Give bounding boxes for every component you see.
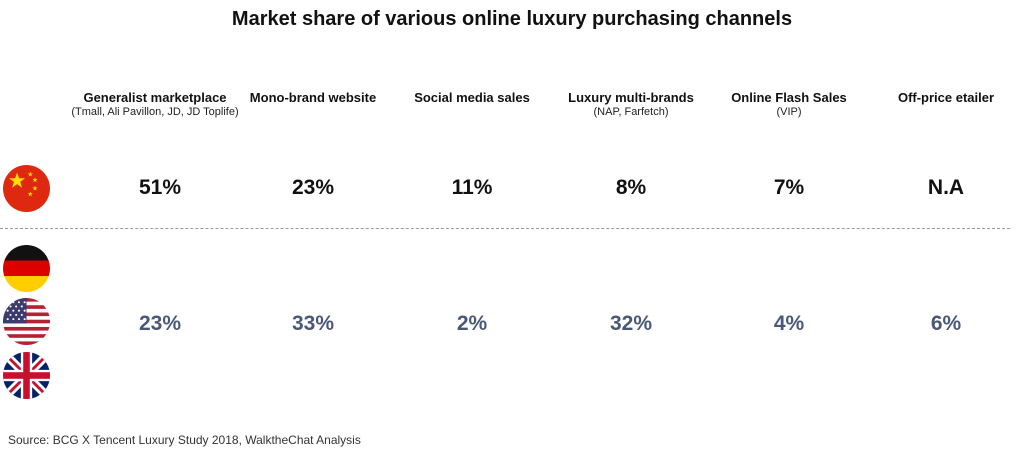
column-header-name: Luxury multi-brands: [568, 90, 694, 105]
west-luxury-multi-brands-value: 32%: [609, 312, 653, 335]
column-header-mono-brand-website: Mono-brand website: [218, 90, 408, 105]
column-header-sub: (NAP, Farfetch): [593, 106, 669, 118]
usa-flag-icon: [3, 298, 50, 345]
west-mono-brand-website-value: 33%: [291, 312, 335, 335]
china-online-flash-sales-value: 7%: [773, 176, 805, 199]
china-flag-icon: [3, 165, 50, 212]
china-luxury-multi-brands-value: 8%: [615, 176, 647, 199]
west-online-flash-sales-value: 4%: [773, 312, 805, 335]
column-header-luxury-multi-brands: Luxury multi-brands (NAP, Farfetch): [536, 90, 726, 119]
column-header-off-price-etailer: Off-price etailer: [851, 90, 1024, 105]
china-generalist-marketplace-value: 51%: [138, 176, 182, 199]
china-social-media-sales-value: 11%: [451, 176, 493, 199]
west-social-media-sales-value: 2%: [456, 312, 488, 335]
germany-flag-icon: [3, 245, 50, 292]
column-header-sub: (VIP): [776, 106, 802, 118]
china-off-price-etailer-value: N.A: [927, 176, 965, 199]
column-header-generalist-marketplace: Generalist marketplace (Tmall, Ali Pavil…: [60, 90, 250, 119]
column-header-social-media-sales: Social media sales: [377, 90, 567, 105]
column-header-name: Generalist marketplace: [83, 90, 227, 105]
west-off-price-etailer-value: 6%: [930, 312, 962, 335]
column-header-sub: (Tmall, Ali Pavillon, JD, JD Toplife): [71, 106, 239, 118]
row-divider: [0, 228, 1010, 229]
source-note: Source: BCG X Tencent Luxury Study 2018,…: [8, 433, 361, 447]
column-header-online-flash-sales: Online Flash Sales (VIP): [694, 90, 884, 119]
uk-flag-icon: [3, 352, 50, 399]
column-header-name: Off-price etailer: [897, 90, 995, 105]
china-mono-brand-website-value: 23%: [291, 176, 335, 199]
west-generalist-marketplace-value: 23%: [138, 312, 182, 335]
column-header-name: Online Flash Sales: [731, 90, 847, 105]
column-header-name: Mono-brand website: [249, 90, 377, 105]
column-header-name: Social media sales: [414, 90, 530, 105]
chart-title: Market share of various online luxury pu…: [231, 8, 793, 30]
